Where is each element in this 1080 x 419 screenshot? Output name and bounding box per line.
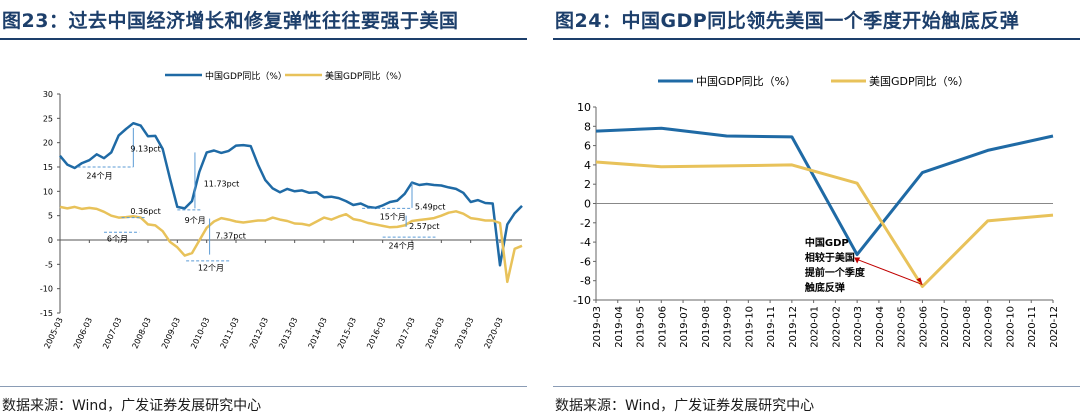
title-divider [553, 38, 1080, 40]
annotation-label: 24个月 [389, 241, 415, 250]
annotation-label: 相较于美国 [805, 251, 855, 264]
source-divider [0, 386, 527, 387]
annotation-label: 中国GDP [805, 236, 849, 249]
us-gdp-line [595, 160, 1054, 288]
y-tick-label: 15 [43, 163, 53, 172]
y-tick-label: 2 [584, 178, 591, 191]
y-tick-label: 10 [43, 187, 53, 196]
y-tick-label: 8 [584, 120, 591, 133]
x-tick-label: 2014-03 [307, 316, 329, 350]
x-tick-label: 2019-08 [701, 306, 712, 348]
x-tick-label: 2019-06 [657, 306, 668, 348]
x-tick-label: 2020-08 [962, 306, 973, 348]
legend-us-label: 美国GDP同比（%） [325, 70, 407, 82]
china-gdp-line [595, 126, 1054, 257]
y-tick-label: -5 [45, 260, 53, 269]
figure-23-source: 数据来源：Wind，广发证券发展研究中心 [2, 398, 262, 414]
china-gdp-line [59, 121, 523, 267]
annotation-label: 触底反弹 [804, 281, 845, 294]
x-tick-label: 2020-09 [984, 306, 995, 348]
x-tick-label: 2012-03 [248, 316, 270, 350]
annotation-label: 15个月 [380, 213, 406, 222]
x-tick-label: 2020-10 [1005, 306, 1016, 348]
x-tick-label: 2020-02 [831, 306, 842, 348]
y-tick-label: -10 [40, 285, 53, 294]
x-tick-label: 2015-03 [336, 316, 358, 350]
x-tick-label: 2019-12 [788, 306, 799, 348]
y-tick-label: 0 [48, 236, 53, 245]
x-tick-label: 2017-03 [395, 316, 417, 350]
legend-china-label: 中国GDP同比（%） [696, 75, 796, 88]
x-tick-label: 2019-11 [766, 306, 777, 348]
x-tick-label: 2019-04 [614, 306, 625, 348]
figure-24-chart: 中国GDP同比（%） 美国GDP同比（%） -10 -8 -6 -4 -2 0 2 4 6 8 10 20… [573, 75, 1060, 348]
y-tick-label: 6 [584, 140, 591, 153]
x-tick-label: 2013-03 [277, 316, 299, 350]
y-tick-label: 5 [48, 212, 53, 221]
y-tick-label: -15 [40, 309, 53, 318]
y-tick-label: -8 [580, 275, 591, 288]
annotation-label: 9个月 [185, 216, 206, 225]
x-tick-label: 2019-03 [453, 316, 475, 350]
y-tick-label: 20 [43, 139, 53, 148]
source-divider [553, 386, 1080, 387]
annotation-label: 提前一个季度 [805, 266, 866, 279]
x-tick-label: 2020-07 [940, 306, 951, 348]
y-tick-label: 30 [43, 90, 53, 99]
x-tick-label: 2011-03 [219, 316, 241, 350]
y-tick-label: -2 [580, 217, 591, 230]
x-tick-label: 2019-09 [723, 306, 734, 348]
figure-24-title: 图24：中国GDP同比领先美国一个季度开始触底反弹 [555, 10, 1020, 32]
x-tick-label: 2020-01 [810, 306, 821, 348]
x-tick-label: 2020-11 [1027, 306, 1038, 348]
x-tick-label: 2018-03 [424, 316, 446, 350]
x-tick-label: 2019-03 [592, 306, 603, 348]
annotation-label: 11.73pct [204, 179, 240, 188]
us-gdp-line [59, 205, 523, 284]
x-tick-label: 2020-12 [1049, 306, 1060, 348]
x-tick-label: 2020-06 [918, 306, 929, 348]
x-tick-label: 2020-03 [483, 316, 505, 350]
x-tick-label: 2020-03 [853, 306, 864, 348]
y-tick-label: -4 [580, 236, 591, 249]
y-tick-label: 25 [43, 114, 53, 123]
x-tick-label: 2009-03 [160, 316, 182, 350]
annotation-label: 2.57pct [409, 222, 439, 231]
x-tick-label: 2008-03 [131, 316, 153, 350]
x-tick-label: 2005-03 [43, 316, 65, 350]
x-tick-label: 2019-07 [679, 306, 690, 348]
figure-23-chart: 中国GDP同比（%） 美国GDP同比（%） -15 -10 -5 0 5 10 15 20 25 30… [40, 70, 523, 350]
annotation-label: 6个月 [107, 234, 128, 243]
x-tick-label: 2020-04 [875, 306, 886, 348]
legend-china-label: 中国GDP同比（%） [205, 70, 287, 82]
y-tick-label: 4 [584, 159, 591, 172]
lead-arrow [856, 259, 923, 286]
title-divider [0, 38, 527, 40]
x-tick-label: 2020-05 [897, 306, 908, 348]
x-tick-label: 2019-05 [636, 306, 647, 348]
x-tick-label: 2019-10 [744, 306, 755, 348]
y-tick-label: 0 [584, 198, 591, 211]
annotation-label: 24个月 [86, 172, 112, 181]
figure-24-source: 数据来源：Wind，广发证券发展研究中心 [555, 398, 815, 414]
x-tick-label: 2007-03 [101, 316, 123, 350]
y-tick-label: 10 [577, 101, 591, 114]
y-tick-label: -10 [573, 294, 591, 307]
lead-arrow-start [854, 257, 861, 264]
lead-arrow-head [916, 277, 923, 285]
figure-23-panel: 图23：过去中国经济增长和修复弹性往往要强于美国 中国GDP同比（%） 美国GDP… [0, 0, 527, 419]
legend-us-label: 美国GDP同比（%） [869, 75, 969, 88]
x-tick-label: 2016-03 [365, 316, 387, 350]
annotation-label: 12个月 [198, 264, 224, 273]
annotation-label: 7.37pct [215, 232, 245, 241]
annotation-label: 5.49pct [415, 202, 445, 211]
x-tick-label: 2006-03 [72, 316, 94, 350]
figure-24-panel: 图24：中国GDP同比领先美国一个季度开始触底反弹 中国GDP同比（%） 美国GD… [553, 0, 1080, 419]
annotation-label: 0.36pct [130, 207, 160, 216]
figure-23-title: 图23：过去中国经济增长和修复弹性往往要强于美国 [2, 10, 459, 32]
annotation-label: 9.13pct [130, 144, 160, 153]
x-tick-label: 2010-03 [189, 316, 211, 350]
y-tick-label: -6 [580, 255, 591, 268]
